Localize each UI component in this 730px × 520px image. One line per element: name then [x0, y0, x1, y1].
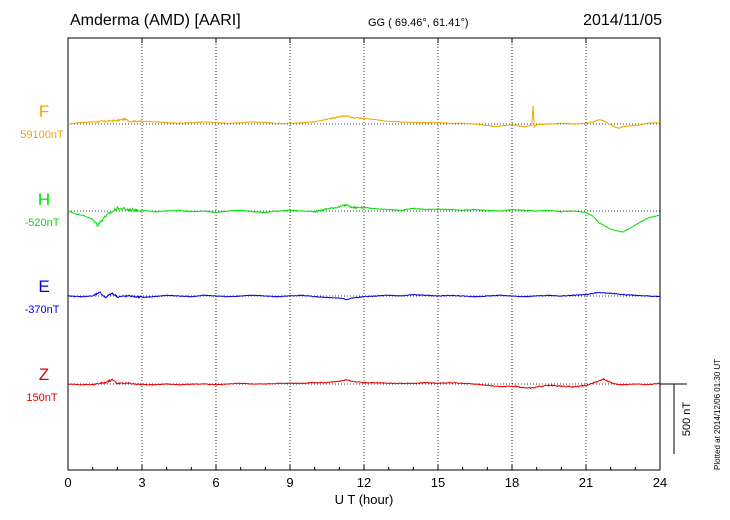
chart-date: 2014/11/05 — [583, 12, 662, 29]
x-tick-label-24: 24 — [653, 475, 667, 490]
baseline-label-F: 59100nT — [20, 129, 64, 141]
x-tick-label-18: 18 — [505, 475, 519, 490]
x-tick-label-21: 21 — [579, 475, 593, 490]
x-tick-label-15: 15 — [431, 475, 445, 490]
series-layer: F 59100nT H -520nT E -370nT Z 150nT — [20, 102, 661, 404]
baseline-label-E: -370nT — [25, 304, 60, 316]
series-name-F: F — [39, 102, 49, 121]
grid-layer — [68, 38, 660, 470]
baseline-label-Z: 150nT — [26, 392, 57, 404]
series-name-H: H — [38, 190, 50, 209]
x-tick-label-0: 0 — [64, 475, 71, 490]
series-line-F — [67, 105, 661, 129]
series-line-Z — [67, 377, 660, 390]
scale-bar: 500 nT — [660, 383, 693, 454]
series-name-E: E — [38, 277, 49, 296]
x-tick-label-6: 6 — [212, 475, 219, 490]
scale-bar-label: 500 nT — [681, 402, 693, 437]
baseline-label-H: -520nT — [25, 217, 60, 229]
x-tick-label-12: 12 — [357, 475, 371, 490]
x-tick-label-9: 9 — [286, 475, 293, 490]
series-line-E — [67, 291, 661, 301]
chart-title: Amderma (AMD) [AARI] — [70, 12, 241, 29]
series-line-H — [67, 203, 661, 233]
x-axis-label: U T (hour) — [335, 492, 394, 507]
x-axis-ticks: 0 3 6 9 12 15 18 21 24 — [64, 38, 667, 490]
x-tick-label-3: 3 — [138, 475, 145, 490]
series-name-Z: Z — [39, 365, 49, 384]
geo-coordinates: GG ( 69.46°, 61.41°) — [368, 17, 469, 29]
